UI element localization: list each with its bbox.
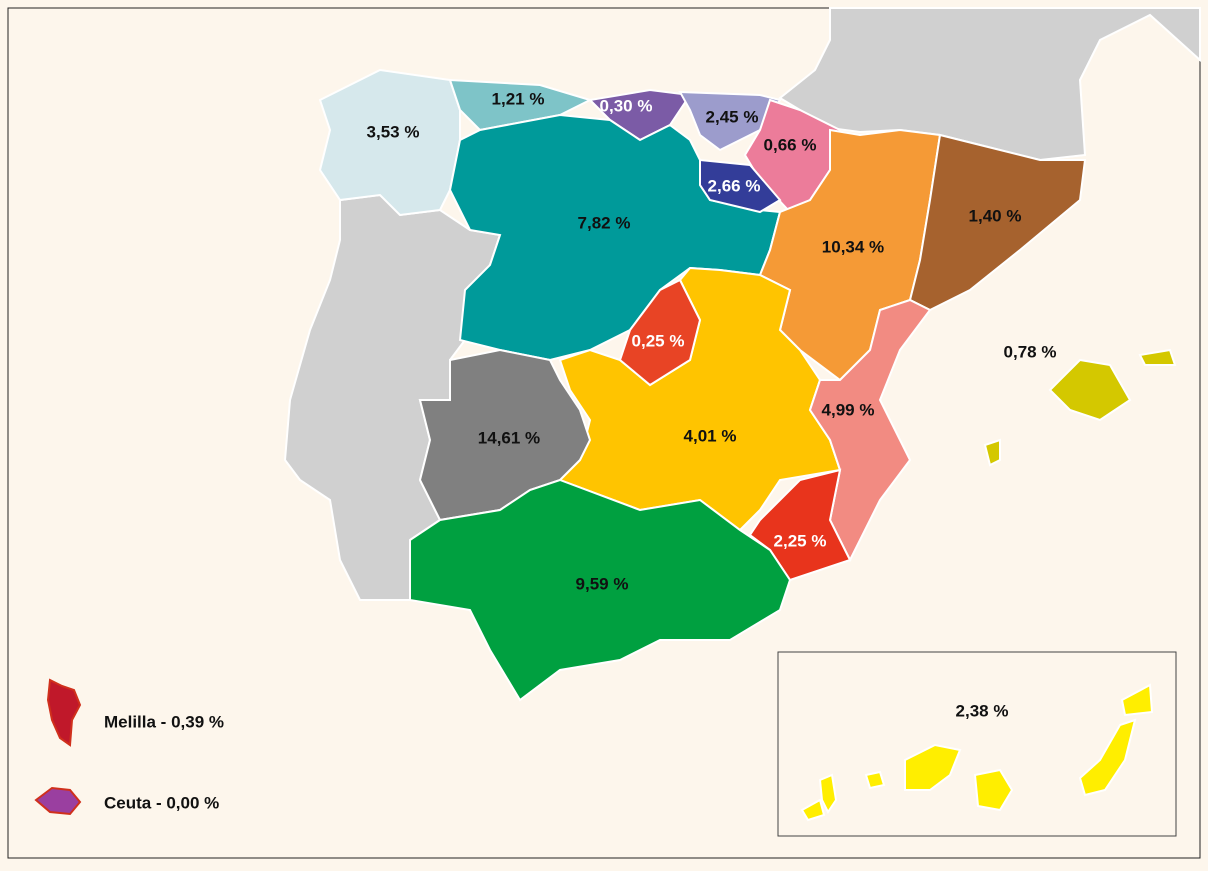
region-label: 1,21 % [492, 89, 545, 108]
region [1138, 348, 1177, 366]
region-label: 10,34 % [822, 237, 884, 256]
region [973, 768, 1014, 812]
inset-frame [777, 651, 1177, 837]
region-label: 9,59 % [576, 574, 629, 593]
region-label: 4,01 % [684, 426, 737, 445]
region [318, 68, 461, 217]
region-label: 0,78 % [1004, 342, 1057, 361]
region [908, 133, 1087, 312]
region [409, 478, 792, 702]
region-label: 1,40 % [969, 206, 1022, 225]
legend-label: Melilla - 0,39 % [104, 712, 224, 731]
region-label: 0,25 % [632, 331, 685, 350]
region-label: 3,53 % [367, 122, 420, 141]
region [1078, 718, 1137, 797]
region-label: 2,38 % [956, 701, 1009, 720]
region-label: 2,25 % [774, 531, 827, 550]
region [864, 770, 886, 790]
region-label: 4,99 % [822, 400, 875, 419]
region-label: 2,45 % [706, 107, 759, 126]
region [699, 158, 782, 214]
region [678, 90, 782, 152]
region [618, 278, 702, 387]
region-label: 0,66 % [764, 135, 817, 154]
legend-shape [34, 786, 82, 816]
region [800, 798, 826, 822]
region-label: 2,66 % [708, 176, 761, 195]
region-label: 7,82 % [578, 213, 631, 232]
region [1120, 683, 1154, 717]
legend-shape [46, 678, 82, 747]
region-label: 14,61 % [478, 428, 540, 447]
legend-label: Ceuta - 0,00 % [104, 793, 219, 812]
region [904, 743, 962, 791]
region [1048, 358, 1132, 422]
region [983, 438, 1001, 467]
region [818, 773, 838, 814]
region-label: 0,30 % [600, 96, 653, 115]
